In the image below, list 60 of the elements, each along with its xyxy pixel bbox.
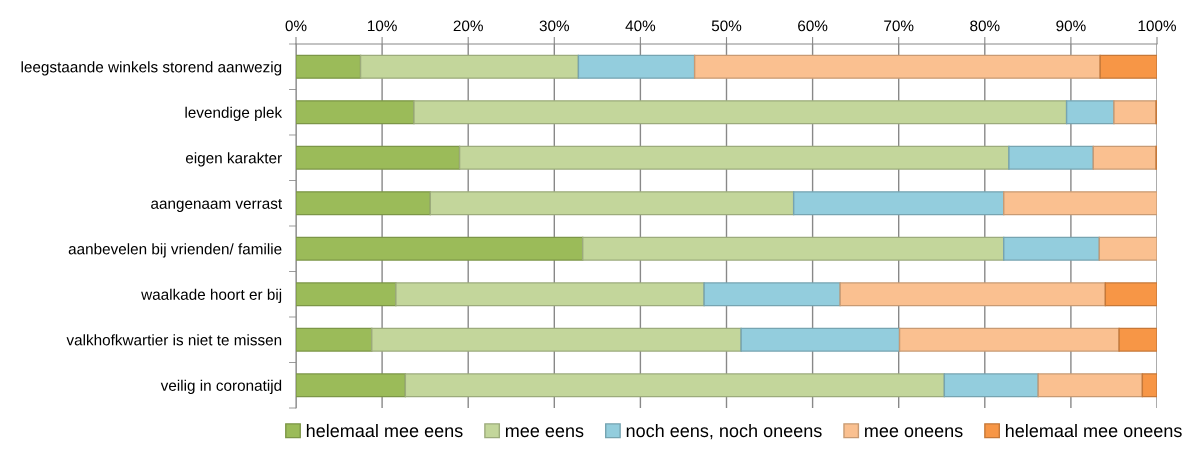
x-tick-label: 50% [711, 20, 742, 32]
bar [1092, 145, 1157, 170]
bar [1113, 100, 1157, 125]
bar [1065, 100, 1115, 125]
bar [1098, 236, 1157, 261]
x-tick-label: 60% [798, 20, 828, 32]
x-tick-label: 90% [1056, 20, 1086, 32]
y-tick-label: waalkade hoort er bij [141, 288, 282, 303]
bar [577, 54, 696, 79]
bar [1008, 145, 1094, 170]
bar [296, 54, 362, 79]
bar [582, 236, 1005, 261]
bar [296, 327, 373, 352]
bar [792, 191, 1005, 216]
bar [943, 373, 1039, 398]
x-tick-label: 20% [453, 20, 483, 32]
bar [1099, 54, 1157, 79]
bar [395, 282, 705, 307]
bar [404, 373, 946, 398]
x-tick-label: 80% [970, 20, 1000, 32]
bar [359, 54, 580, 79]
x-tick-label: 70% [884, 20, 914, 32]
bar [1118, 327, 1157, 352]
y-tick-label: veilig in coronatijd [160, 379, 282, 394]
bar [839, 282, 1107, 307]
y-tick-label: eigen karakter [185, 152, 282, 167]
bar [413, 100, 1068, 125]
bar [1003, 191, 1157, 216]
bar [703, 282, 841, 307]
bar [740, 327, 901, 352]
y-tick-label: levendige plek [185, 106, 283, 121]
bar [296, 145, 461, 170]
bar [1003, 236, 1101, 261]
legend-label: mee oneens [865, 427, 963, 438]
bar [1104, 282, 1157, 307]
bar [371, 327, 742, 352]
x-tick-label: 0% [285, 20, 307, 32]
x-tick-label: 40% [625, 20, 656, 32]
x-tick-label: 100% [1138, 20, 1176, 32]
legend-label: noch eens, noch oneens [626, 423, 822, 440]
bar [296, 236, 584, 261]
bar [296, 282, 397, 307]
bar [296, 100, 415, 125]
x-tick-label: 10% [367, 20, 397, 32]
legend-label: helemaal mee oneens [1005, 423, 1182, 438]
legend-label: helemaal mee eens [306, 423, 463, 438]
bar [1037, 373, 1144, 398]
bar [429, 191, 795, 216]
bar [296, 373, 407, 398]
bar [296, 191, 432, 216]
y-tick-label: leegstaande winkels storend aanwezig [21, 61, 282, 76]
y-tick-label: valkhofkwartier is niet te missen [66, 334, 282, 346]
y-tick-label: aangenaam verrast [151, 198, 283, 212]
bar [898, 327, 1120, 352]
bar [693, 54, 1101, 79]
bar [458, 145, 1010, 170]
legend-label: mee eens [505, 427, 584, 438]
x-tick-label: 30% [539, 20, 570, 32]
y-tick-label: aanbevelen bij vrienden/ familie [68, 243, 282, 258]
bar [1141, 373, 1157, 398]
